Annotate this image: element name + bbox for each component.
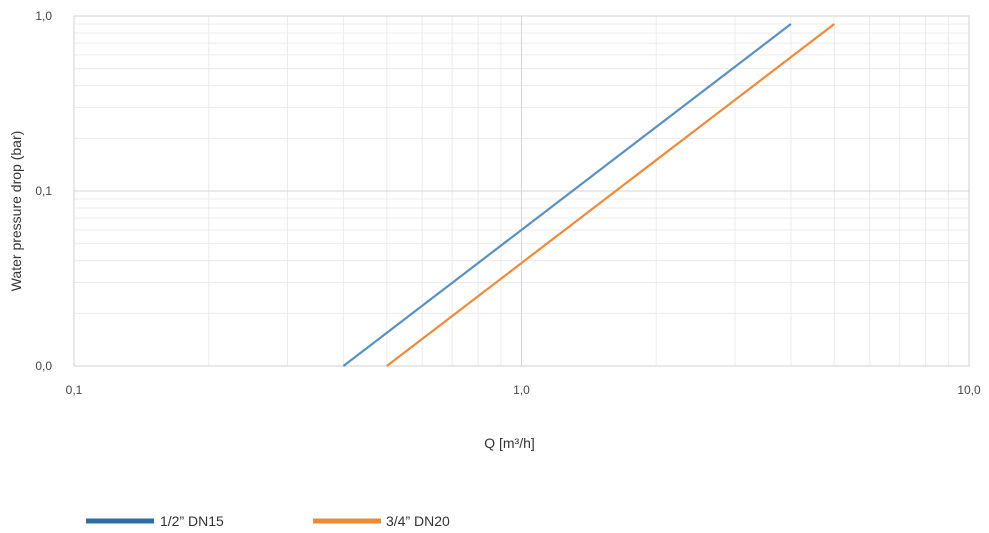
legend-item-1: 1/2” DN15: [86, 513, 224, 529]
x-axis-title: Q [m³/h]: [484, 435, 535, 451]
y-tick-label: 0,1: [35, 184, 52, 198]
y-axis-title: Water pressure drop (bar): [8, 131, 24, 292]
y-tick-labels: 0,0 0,1 1,0: [35, 9, 52, 373]
x-tick-label: 10,0: [957, 383, 981, 397]
x-tick-labels: 0,1 1,0 10,0: [66, 383, 981, 397]
y-tick-label: 0,0: [35, 359, 52, 373]
x-tick-label: 0,1: [66, 383, 83, 397]
legend: 1/2” DN15 3/4” DN20: [86, 513, 450, 529]
legend-label: 3/4” DN20: [386, 513, 450, 529]
series-layer: [342, 23, 835, 367]
y-tick-label: 1,0: [35, 9, 52, 23]
x-tick-label: 1,0: [513, 383, 530, 397]
series-line-2: [386, 23, 835, 367]
plot-area: [73, 15, 970, 367]
legend-item-2: 3/4” DN20: [313, 513, 450, 529]
series-line-1: [342, 23, 792, 367]
legend-label: 1/2” DN15: [160, 513, 224, 529]
